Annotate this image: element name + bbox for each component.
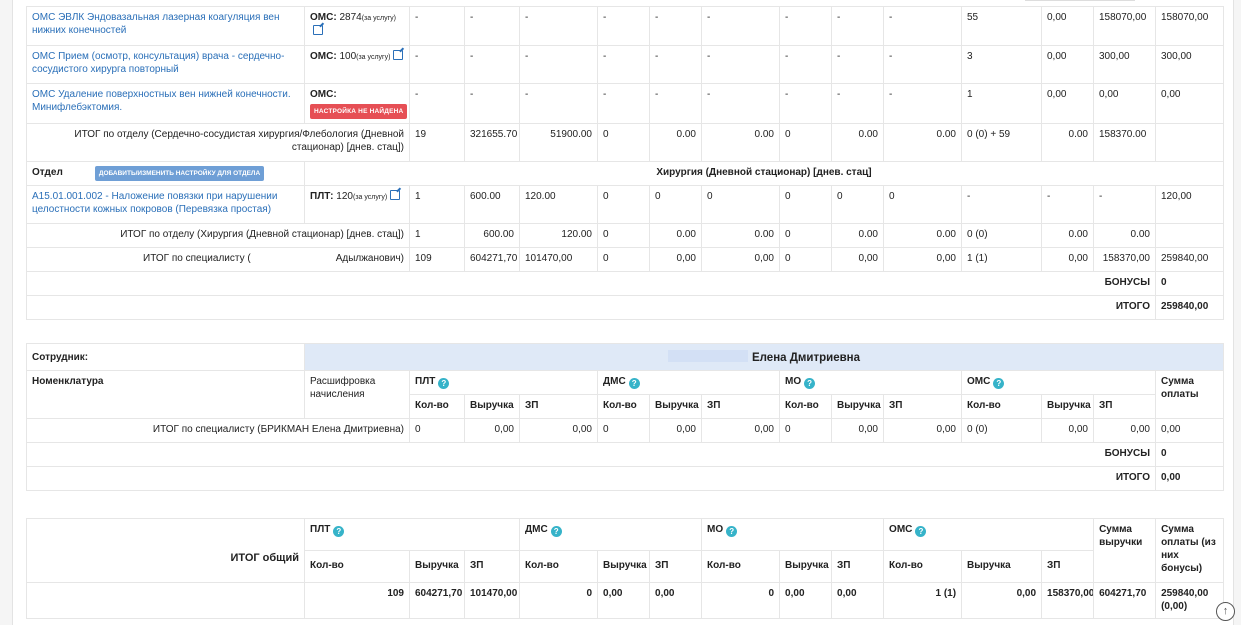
service-link[interactable]: ОМС Удаление поверхностных вен нижней ко… — [32, 89, 291, 113]
itogo-label: ИТОГО — [26, 295, 1156, 320]
pay-type: ПЛТ: — [310, 191, 334, 202]
setting-not-found-badge: НАСТРОЙКА НЕ НАЙДЕНА — [310, 104, 408, 119]
dept-total-row: ИТОГ по отделу (Хирургия (Дневной стацио… — [26, 223, 1224, 248]
service-row: ОМС Удаление поверхностных вен нижней ко… — [26, 83, 1224, 124]
rate-unit: (за услугу) — [352, 194, 388, 201]
service-row: ОМС ЭВЛК Эндовазальная лазерная коагуляц… — [26, 6, 1224, 46]
col-oms: ОМС — [967, 376, 991, 387]
bonus-row: БОНУСЫ 0 — [26, 271, 1224, 296]
itogo-value: 259840,00 — [1155, 295, 1224, 320]
pay-type: ОМС: — [310, 89, 337, 100]
dept-total-label: ИТОГ по отделу (Хирургия (Дневной стацио… — [26, 223, 410, 248]
help-icon[interactable]: ? — [438, 378, 450, 389]
bonus-value: 0 — [1155, 271, 1224, 296]
itogo-row: ИТОГО 259840,00 — [26, 295, 1224, 320]
overall-values-row: 109 604271,70 101470,00 0 0,00 0,00 0 0,00 0,0… — [26, 582, 1225, 619]
itogo-row: ИТОГО 0,00 — [26, 466, 1224, 491]
itogo-value: 0,00 — [1155, 466, 1224, 491]
pay-type: ОМС: — [310, 51, 337, 62]
employee-row: Сотрудник: Елена Дмитриевна — [26, 343, 1224, 371]
bonus-row: БОНУСЫ 0 — [26, 442, 1224, 467]
itogo-label: ИТОГО — [26, 466, 1156, 491]
rate-value: 120 — [336, 191, 353, 202]
redacted-surname — [667, 350, 748, 362]
column-sub-header: Кол-во Выручка ЗП Кол-во Выручка ЗП Кол-во Вы… — [27, 394, 1224, 419]
col-sum-pay-bonus: Сумма оплаты (из них бонусы) — [1155, 518, 1225, 583]
service-row: A15.01.001.002 - Наложение повязки при н… — [26, 185, 1224, 224]
bonus-label: БОНУСЫ — [26, 442, 1156, 467]
edit-dept-settings-button[interactable]: ДОБАВИТЬ/ИЗМЕНИТЬ НАСТРОЙКУ ДЛЯ ОТДЕЛА — [94, 166, 265, 181]
help-icon[interactable]: ? — [915, 526, 927, 537]
col-sum-revenue: Сумма выручки — [1093, 518, 1157, 583]
help-icon[interactable]: ? — [993, 378, 1005, 389]
employee-label: Сотрудник: — [26, 343, 305, 371]
report-table: ОМС ЭВЛК Эндовазальная лазерная коагуляц… — [26, 6, 1224, 491]
specialist-total-label-end: Адылжанович) — [335, 253, 404, 264]
col-plt: ПЛТ — [310, 524, 331, 535]
arrow-up-icon: ↑ — [1222, 605, 1229, 617]
col-mo: МО — [785, 376, 802, 387]
col-dms: ДМС — [525, 524, 548, 535]
service-link[interactable]: ОМС ЭВЛК Эндовазальная лазерная коагуляц… — [32, 12, 280, 36]
specialist-total-row: ИТОГ по специалисту (БРИКМАН Елена Дмитр… — [26, 418, 1224, 443]
help-icon[interactable]: ? — [804, 378, 816, 389]
help-icon[interactable]: ? — [726, 526, 738, 537]
dept-total-row: ИТОГ по отделу (Сердечно-сосудистая хиру… — [26, 123, 1224, 162]
overall-label: ИТОГ общий — [26, 518, 305, 583]
service-link[interactable]: ОМС Прием (осмотр, консультация) врача -… — [32, 51, 285, 75]
help-icon[interactable]: ? — [628, 378, 640, 389]
service-link[interactable]: A15.01.001.002 - Наложение повязки при н… — [32, 191, 278, 215]
overall-total-table: ИТОГ общий ПЛТ? ДМС? МО? ОМС? Сумма выру… — [26, 518, 1225, 619]
rate-value: 2874 — [339, 12, 362, 23]
rate-value: 100 — [339, 51, 357, 62]
col-nomenclature: Номенклатура — [26, 370, 305, 419]
service-row: ОМС Прием (осмотр, консультация) врача -… — [26, 45, 1224, 84]
specialist-total-label: ИТОГ по специалисту ( — [143, 253, 251, 264]
pay-type: ОМС: — [310, 12, 337, 23]
rate-unit: (за услугу) — [361, 15, 396, 22]
col-dms: ДМС — [603, 376, 626, 387]
specialist-total-row: ИТОГ по специалисту (Адылжанович) 109 604… — [26, 247, 1224, 272]
edit-icon[interactable] — [390, 190, 401, 200]
help-icon[interactable]: ? — [333, 526, 345, 537]
specialist-total-label: ИТОГ по специалисту (БРИКМАН Елена Дмитр… — [26, 418, 410, 443]
dept-header-row: Отдел ДОБАВИТЬ/ИЗМЕНИТЬ НАСТРОЙКУ ДЛЯ ОТД… — [26, 161, 1224, 186]
edit-icon[interactable] — [393, 50, 404, 60]
column-group-header: Номенклатура Расшифровка начисления ПЛТ?… — [26, 370, 1224, 419]
rate-unit: (за услугу) — [356, 54, 391, 61]
scroll-to-top-button[interactable]: ↑ — [1216, 602, 1235, 621]
top-divider — [1025, 0, 1135, 1]
dept-label: Отдел — [32, 167, 63, 178]
edit-icon[interactable] — [313, 25, 323, 35]
help-icon[interactable]: ? — [550, 526, 562, 537]
col-sum-pay: Сумма оплаты — [1155, 370, 1224, 419]
employee-name: Елена Дмитриевна — [751, 352, 861, 364]
bonus-label: БОНУСЫ — [26, 271, 1156, 296]
col-mo: МО — [707, 524, 724, 535]
overall-group-header: ИТОГ общий ПЛТ? ДМС? МО? ОМС? Сумма выру… — [26, 518, 1225, 583]
dept-name: Хирургия (Дневной стационар) [днев. стац… — [304, 161, 1224, 186]
spacer-row — [26, 319, 1224, 344]
dept-total-label: ИТОГ по отделу (Сердечно-сосудистая хиру… — [26, 123, 410, 162]
col-oms: ОМС — [889, 524, 913, 535]
col-plt: ПЛТ — [415, 376, 436, 387]
bonus-value: 0 — [1155, 442, 1224, 467]
col-decode: Расшифровка начисления — [304, 370, 410, 419]
